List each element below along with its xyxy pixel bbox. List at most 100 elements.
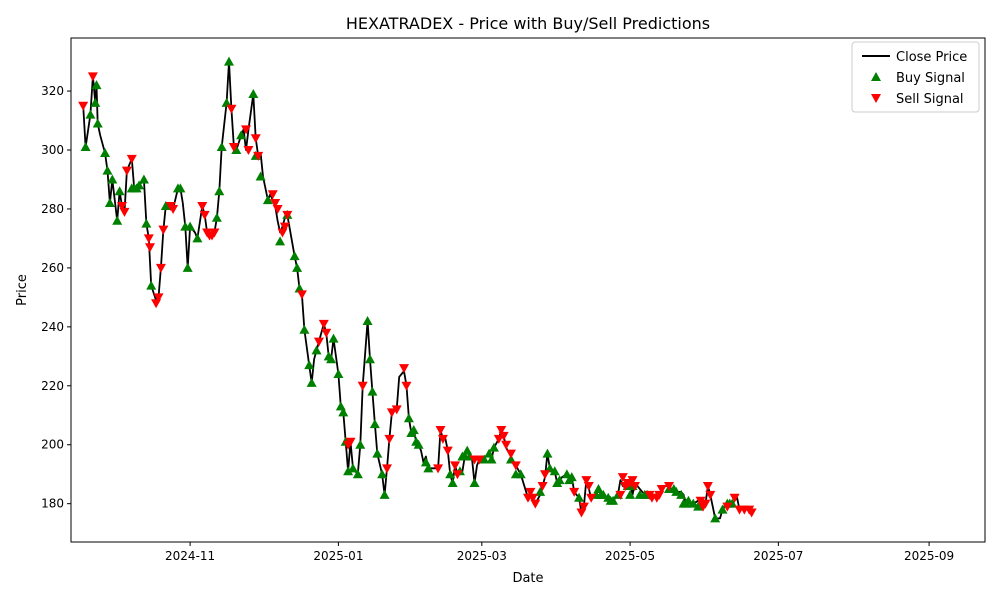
y-axis-label: Price <box>15 274 30 306</box>
buy-signal-marker <box>289 251 300 261</box>
buy-signal-marker <box>102 165 113 175</box>
sell-signal-marker <box>318 319 329 329</box>
legend-sell-marker <box>871 94 881 103</box>
sell-signal-marker <box>525 487 536 497</box>
sell-signal-marker <box>382 464 393 474</box>
buy-signal-marker <box>112 215 123 225</box>
sell-signal-marker <box>158 225 169 235</box>
sell-signal-marker <box>399 364 410 374</box>
sell-signal-marker <box>279 222 290 232</box>
series-layer <box>78 56 757 523</box>
buy-signal-marker <box>566 472 577 482</box>
buy-signal-marker <box>114 186 125 196</box>
buy-signal-marker <box>107 174 118 184</box>
sell-signal-marker <box>126 154 137 164</box>
buy-signal-marker <box>379 489 390 499</box>
buy-signal-marker <box>343 466 354 476</box>
buy-signal-marker <box>445 469 456 479</box>
y-tick-label: 260 <box>41 261 64 275</box>
buy-signal-marker <box>326 354 337 364</box>
sell-signal-marker <box>656 484 667 494</box>
legend: Close Price Buy Signal Sell Signal <box>851 41 980 113</box>
buy-signal-marker <box>236 130 247 140</box>
sell-signal-marker <box>722 502 733 512</box>
sell-signal-marker <box>581 476 592 486</box>
buy-signal-marker <box>535 486 546 496</box>
buy-signal-marker <box>85 109 96 119</box>
buy-signal-marker <box>608 495 619 505</box>
y-tick-label: 200 <box>41 438 64 452</box>
buy-signal-marker <box>447 478 458 488</box>
buy-signal-marker <box>505 454 516 464</box>
buy-signal-marker <box>255 171 266 181</box>
buy-signal-marker <box>91 80 102 90</box>
buy-signal-marker <box>688 498 699 508</box>
sell-signal-marker <box>527 493 538 503</box>
sell-signal-marker <box>87 72 98 82</box>
sell-signal-marker <box>617 473 628 483</box>
buy-signal-marker <box>104 198 115 208</box>
plot-frame <box>70 37 986 543</box>
sell-signal-marker <box>250 134 261 144</box>
buy-signal-marker <box>488 442 499 452</box>
sell-signal-marker <box>391 405 402 415</box>
buy-signal-marker <box>352 469 363 479</box>
sell-signal-marker <box>583 482 594 491</box>
x-tick-label: 2024-11 <box>165 549 215 563</box>
buy-signal-marker <box>369 419 380 429</box>
buy-signal-marker <box>469 478 480 488</box>
sell-signal-marker <box>199 210 210 220</box>
buy-signal-marker <box>262 195 273 205</box>
sell-signal-marker <box>530 499 541 509</box>
sell-signal-marker <box>615 490 626 500</box>
sell-signal-marker <box>153 293 164 303</box>
plot-area <box>70 37 986 543</box>
buy-signal-marker <box>92 118 103 128</box>
sell-signal-marker <box>746 508 757 518</box>
buy-signal-marker <box>146 280 157 290</box>
sell-signal-marker <box>270 199 281 209</box>
sell-signal-marker <box>386 408 397 418</box>
legend-box <box>851 41 980 113</box>
sell-signal-marker <box>702 482 713 491</box>
buy-signal-marker <box>364 354 375 364</box>
sell-signal-marker <box>442 446 453 456</box>
buy-signal-marker <box>224 56 235 66</box>
x-axis: 2024-11 2025-01 2025-03 2025-05 2025-07 2025-… <box>165 542 954 563</box>
y-axis: 180 200 220 240 260 280 300 320 <box>41 84 71 511</box>
sell-signal-marker <box>705 490 716 500</box>
buy-signal-marker <box>479 454 490 464</box>
buy-signal-marker <box>355 439 366 449</box>
sell-signal-marker <box>282 210 293 220</box>
sell-signal-marker <box>629 482 640 491</box>
buy-signal-marker <box>544 463 555 473</box>
sell-signal-marker <box>168 204 179 214</box>
sell-signal-marker <box>452 470 463 480</box>
buy-signal-marker <box>347 463 358 473</box>
buy-signal-marker <box>221 97 232 107</box>
y-tick-label: 240 <box>41 320 64 334</box>
sell-signal-marker <box>505 449 516 459</box>
sell-signal-marker <box>155 263 166 273</box>
buy-signal-marker <box>486 454 497 464</box>
sell-signal-marker <box>78 101 89 111</box>
buy-signal-marker <box>80 142 91 152</box>
buy-signal-marker <box>408 425 419 434</box>
sell-signal-marker <box>537 482 548 491</box>
y-tick-label: 220 <box>41 379 64 393</box>
buy-signal-marker <box>328 333 339 343</box>
buy-signal-marker <box>671 486 682 496</box>
buy-signal-marker <box>134 180 145 190</box>
y-tick-label: 320 <box>41 84 64 98</box>
sell-signal-marker <box>729 493 740 503</box>
x-tick-label: 2025-07 <box>753 549 803 563</box>
buy-signal-marker <box>676 489 687 499</box>
sell-signal-marker <box>313 337 324 347</box>
sell-signal-marker <box>197 202 208 211</box>
chart-title: HEXATRADEX - Price with Buy/Sell Predict… <box>346 14 710 33</box>
sell-signal-marker <box>437 434 448 444</box>
buy-signal-marker <box>216 142 227 152</box>
sell-signal-marker <box>433 464 444 474</box>
buy-signal-marker <box>598 489 609 499</box>
